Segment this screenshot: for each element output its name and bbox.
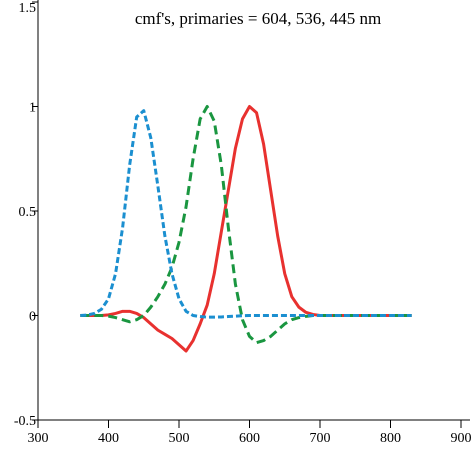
x-tick-label: 900 <box>451 431 472 446</box>
x-tick-label: 700 <box>310 431 331 446</box>
x-tick-label: 400 <box>98 431 119 446</box>
series-line <box>80 105 412 345</box>
x-tick-label: 300 <box>28 431 49 446</box>
chart-title: cmf's, primaries = 604, 536, 445 nm <box>135 9 381 28</box>
x-tick-label: 500 <box>169 431 190 446</box>
y-tick-label: 0.5 <box>19 205 37 220</box>
y-tick-label: 0 <box>29 310 36 325</box>
x-tick-label: 800 <box>380 431 401 446</box>
y-tick-label: -0.5 <box>14 414 36 429</box>
x-tick-label: 600 <box>239 431 260 446</box>
y-tick-label: 1.5 <box>19 1 37 16</box>
y-tick-label: 1 <box>29 101 36 116</box>
series-line <box>80 109 412 319</box>
